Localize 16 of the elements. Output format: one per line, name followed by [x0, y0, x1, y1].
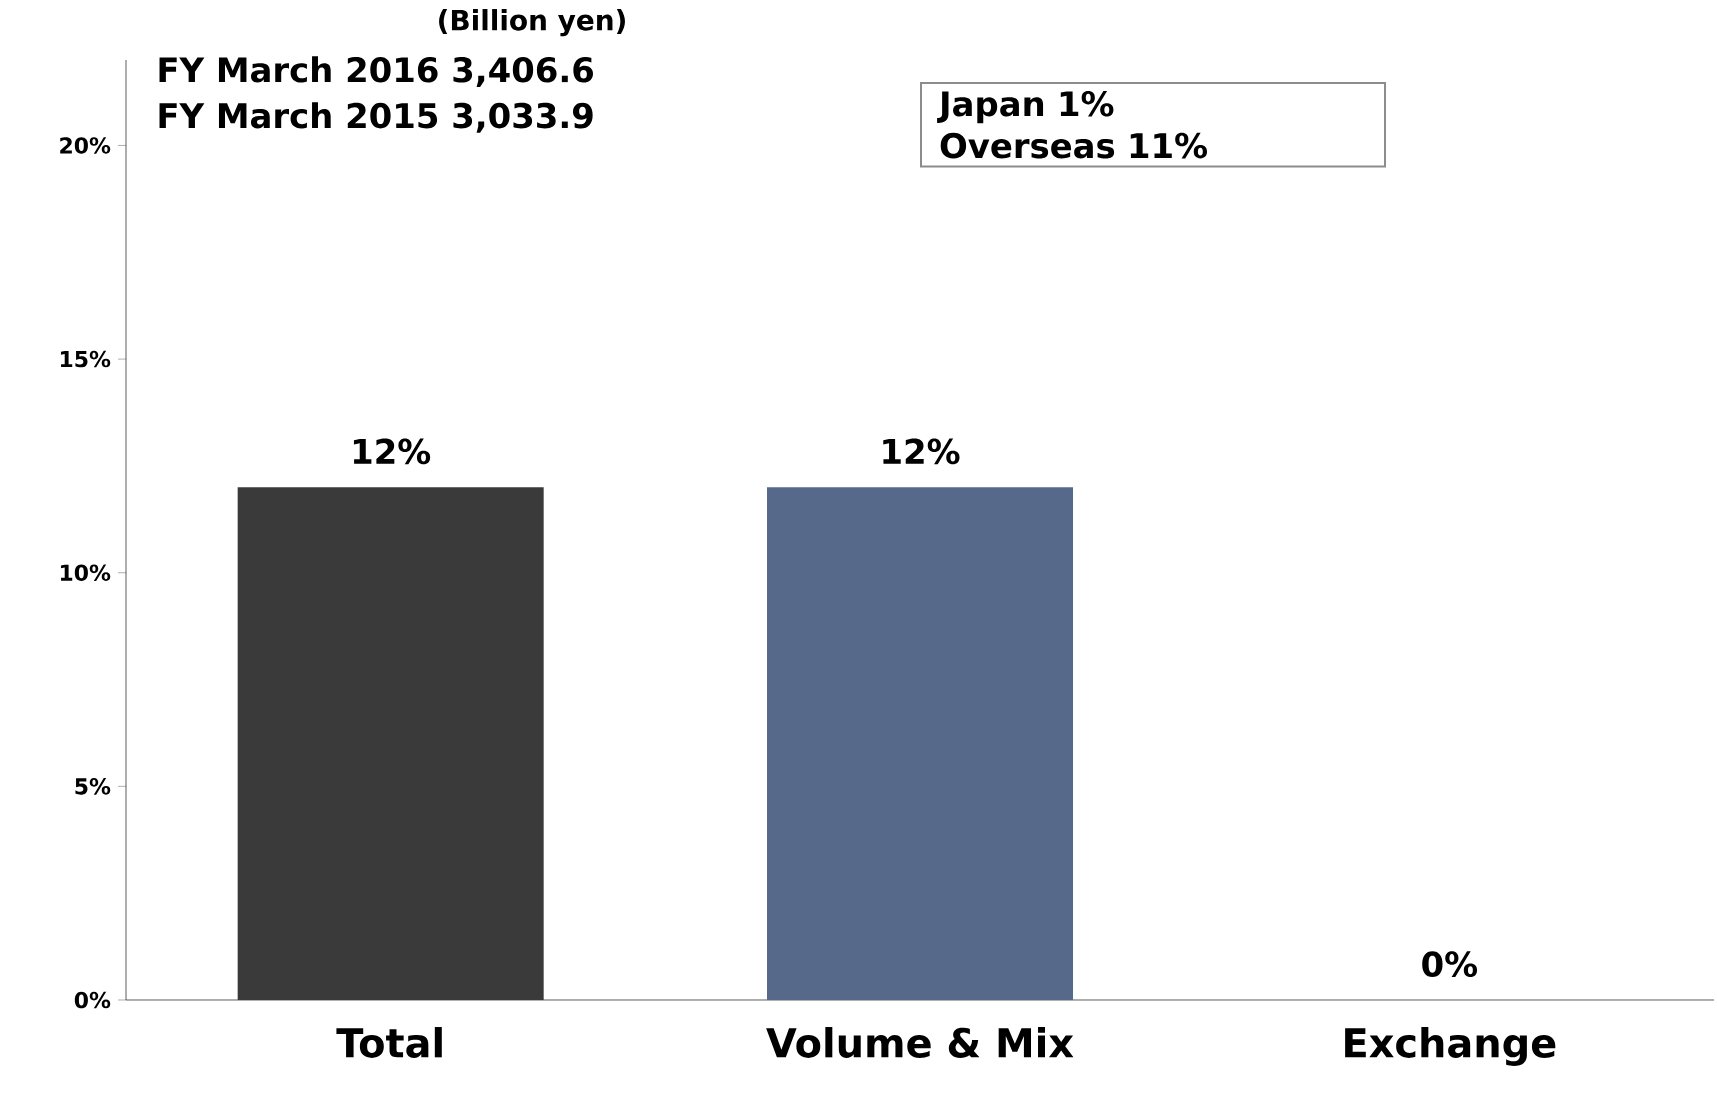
y-tick-label: 0% — [74, 991, 111, 1009]
x-tick-label: Total — [336, 1027, 442, 1058]
data-label: 12% — [883, 438, 960, 465]
y-tick-label: 10% — [60, 564, 111, 582]
x-tick-label: Exchange — [1345, 1027, 1556, 1066]
text: (Billion yen) — [439, 9, 625, 37]
annotation: FY March 2015 3,033.9 — [159, 102, 593, 133]
data-label: 12% — [353, 438, 431, 465]
y-tick-label: 20% — [60, 137, 111, 154]
x-tick-label: Volume & Mix — [766, 1027, 1074, 1058]
annotation: Japan 1% — [937, 90, 1114, 124]
annotation: FY March 2016 3,406.6 — [159, 56, 593, 87]
annotation: Overseas 11% — [940, 132, 1207, 159]
y-tick-label: 5% — [75, 778, 111, 795]
y-tick-label: 15% — [60, 350, 111, 368]
data-label: 0% — [1422, 951, 1478, 977]
